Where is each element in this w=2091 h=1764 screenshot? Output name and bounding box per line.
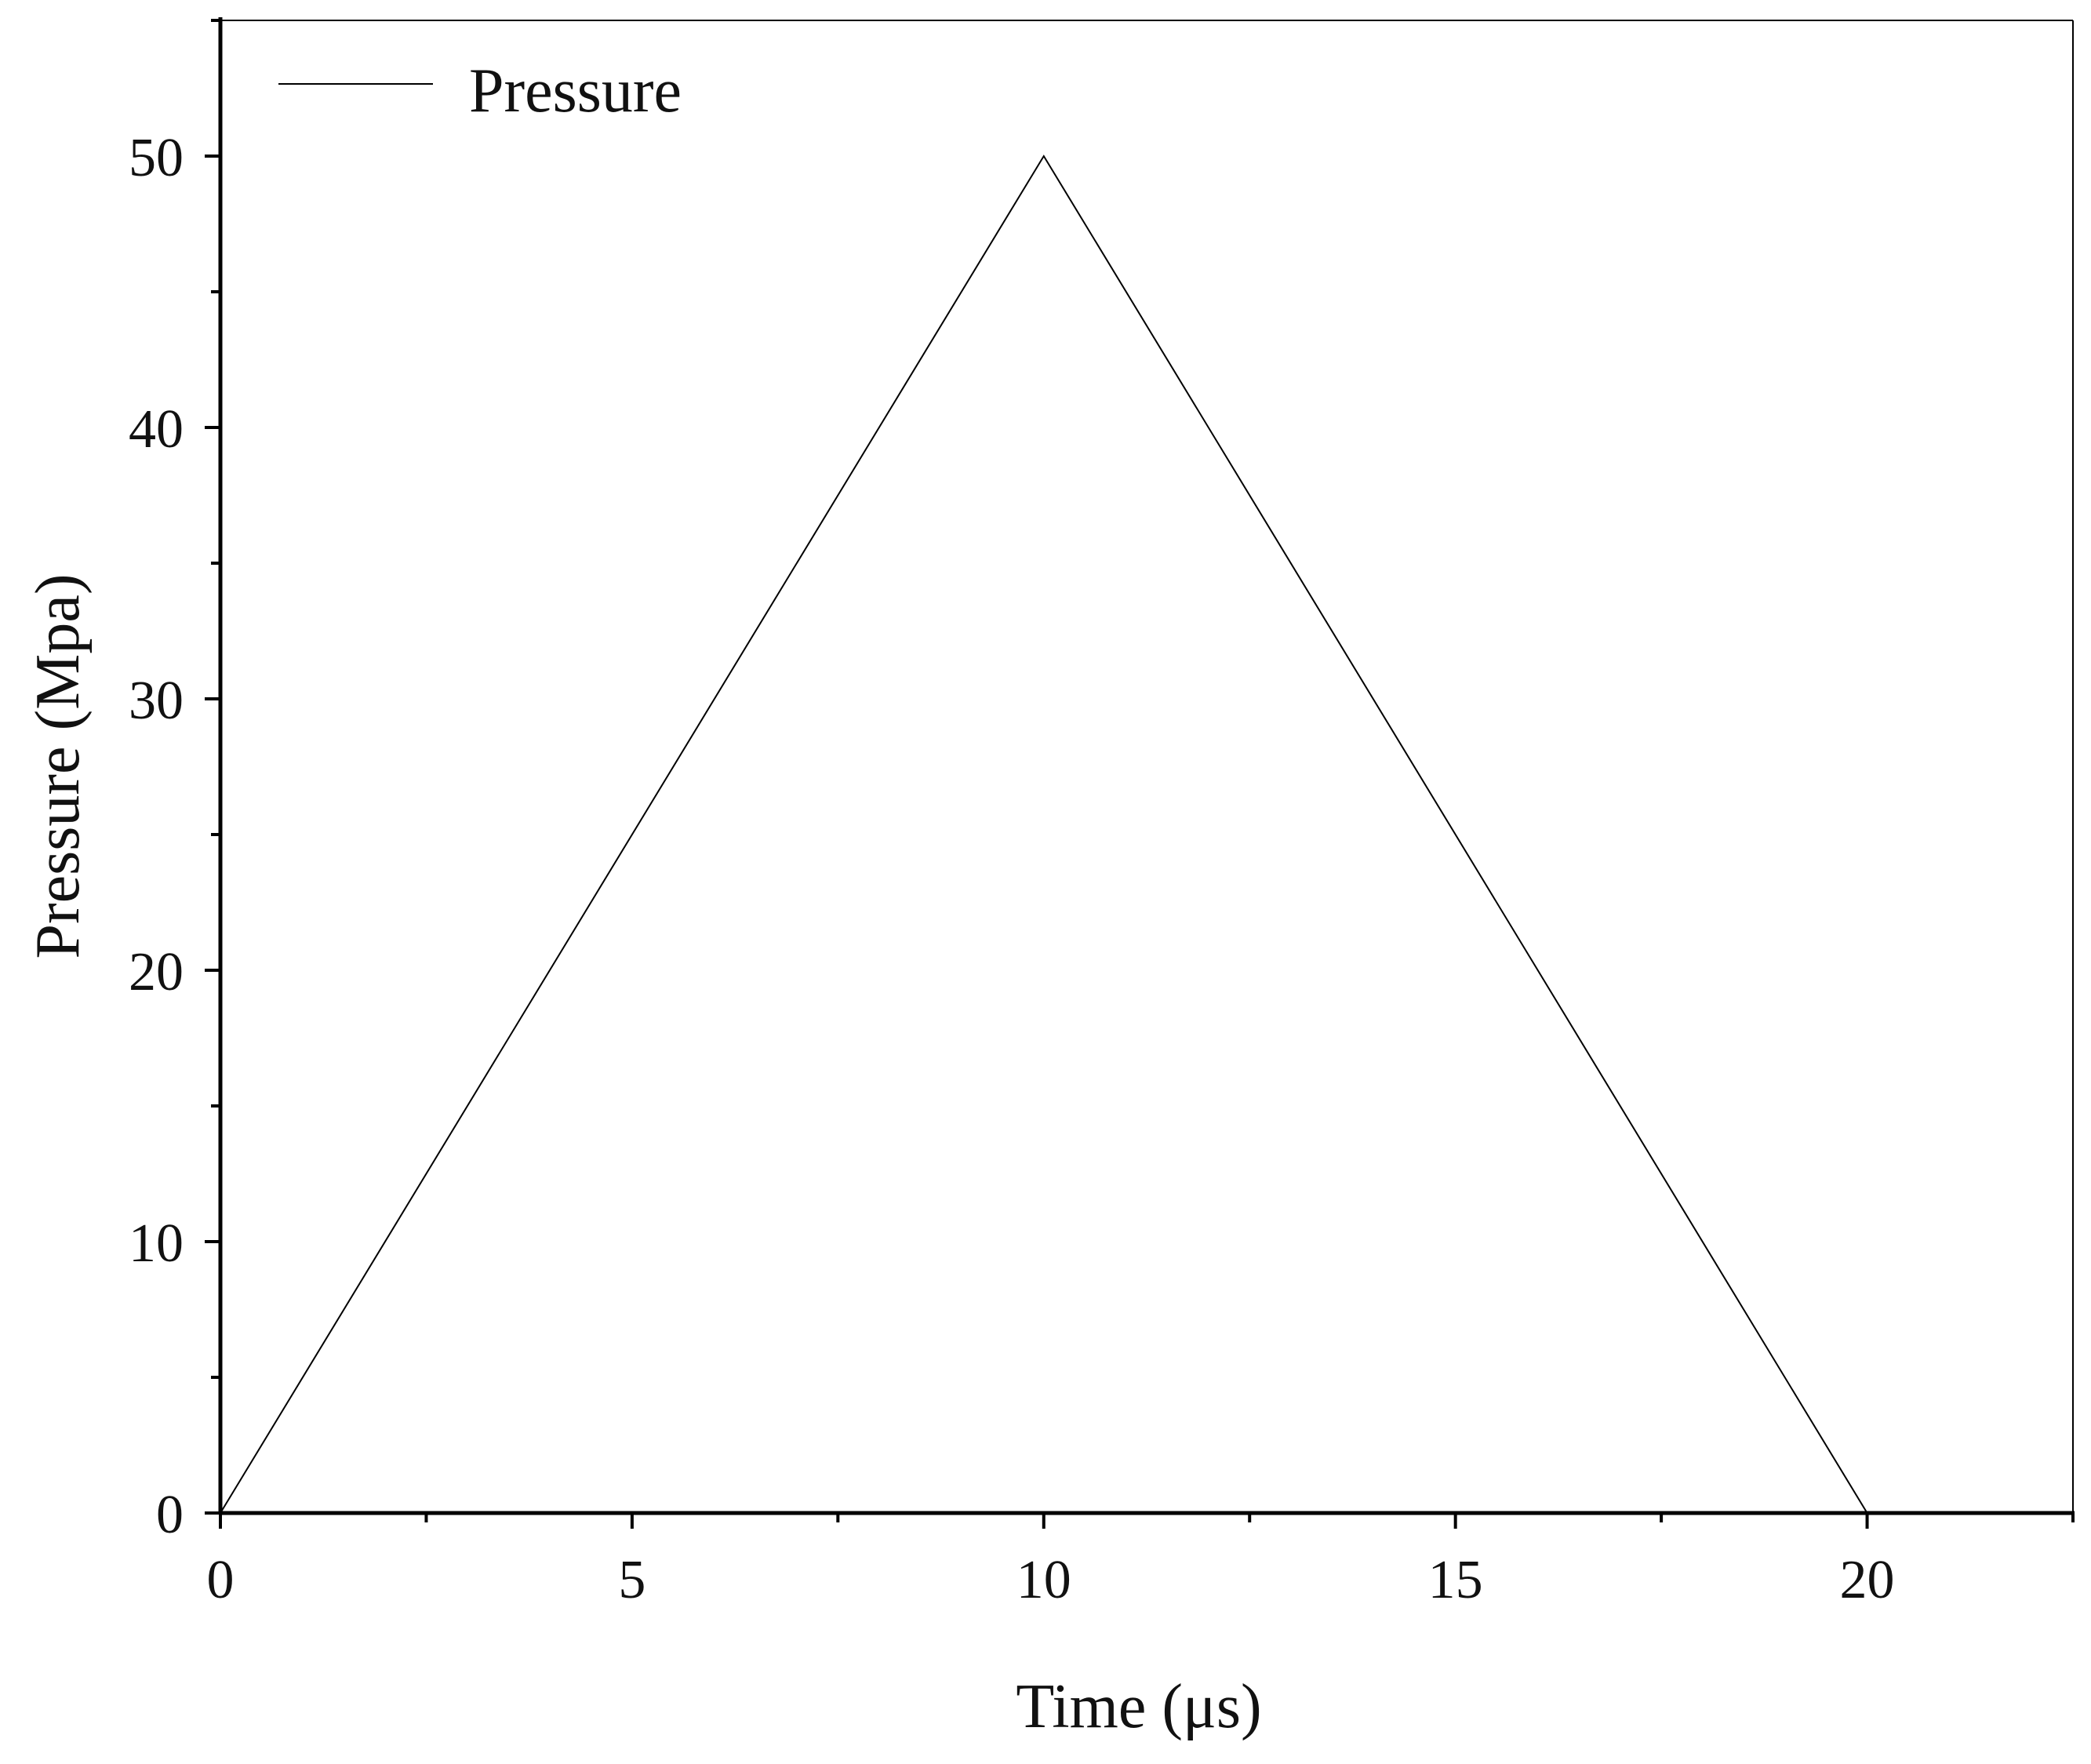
ticks-layer: 0 5 10 15 20 0 10 20 30 40 50 xyxy=(129,19,2075,1610)
series-line-pressure xyxy=(220,155,1868,1514)
x-axis-title: Time (μs) xyxy=(1016,1672,1261,1741)
x-tick-label: 5 xyxy=(618,1550,645,1610)
x-tick-label: 0 xyxy=(207,1550,235,1610)
y-tick-label: 40 xyxy=(129,399,184,460)
y-tick-label: 20 xyxy=(129,942,184,1002)
y-axis-title: Pressure (Mpa) xyxy=(24,574,93,959)
axes-layer xyxy=(218,17,2075,1515)
x-tick-label: 20 xyxy=(1840,1550,1895,1610)
y-tick-label: 0 xyxy=(156,1485,184,1545)
x-tick-label: 10 xyxy=(1016,1550,1071,1610)
y-tick-label: 30 xyxy=(129,671,184,731)
legend: Pressure xyxy=(278,56,682,125)
y-tick-label: 10 xyxy=(129,1213,184,1274)
legend-label: Pressure xyxy=(469,56,682,125)
y-tick-label: 50 xyxy=(129,128,184,188)
x-tick-label: 15 xyxy=(1428,1550,1483,1610)
series-layer xyxy=(220,155,1868,1514)
